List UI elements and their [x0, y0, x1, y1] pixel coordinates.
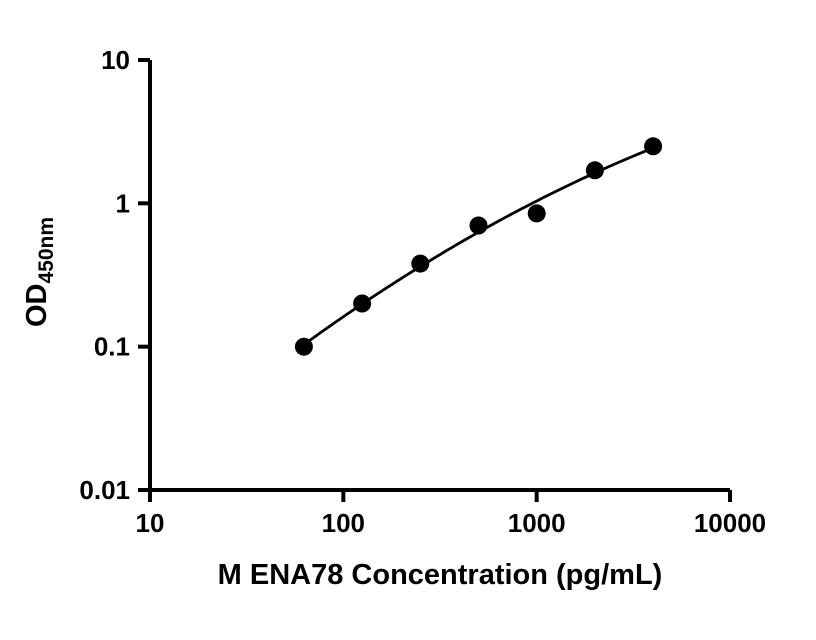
y-tick-label: 10 [101, 45, 130, 75]
data-point [469, 216, 488, 235]
y-tick-label: 0.01 [79, 475, 130, 505]
y-tick-label: 1 [116, 188, 130, 218]
x-axis-title: M ENA78 Concentration (pg/mL) [218, 559, 663, 591]
x-tick-label: 10 [136, 508, 165, 538]
x-tick-label: 1000 [508, 508, 566, 538]
y-axis-title: OD450nm [21, 217, 58, 327]
x-tick-label: 10000 [694, 508, 766, 538]
y-tick-label: 0.1 [94, 332, 130, 362]
axis-lines [148, 60, 730, 492]
fit-curve [303, 146, 654, 346]
data-point [527, 204, 546, 223]
x-tick-label: 100 [322, 508, 365, 538]
data-point [644, 137, 663, 156]
axes-layer: 10 100 1000 10000 10 1 0.1 0.01 [79, 45, 766, 538]
data-point [411, 254, 430, 273]
curve-layer [303, 146, 654, 346]
data-point [294, 337, 313, 356]
y-axis-title-main: OD [21, 284, 53, 328]
points-layer [294, 137, 663, 356]
data-point [353, 294, 372, 313]
data-point [585, 161, 604, 180]
y-axis-title-sub: 450nm [35, 217, 58, 284]
